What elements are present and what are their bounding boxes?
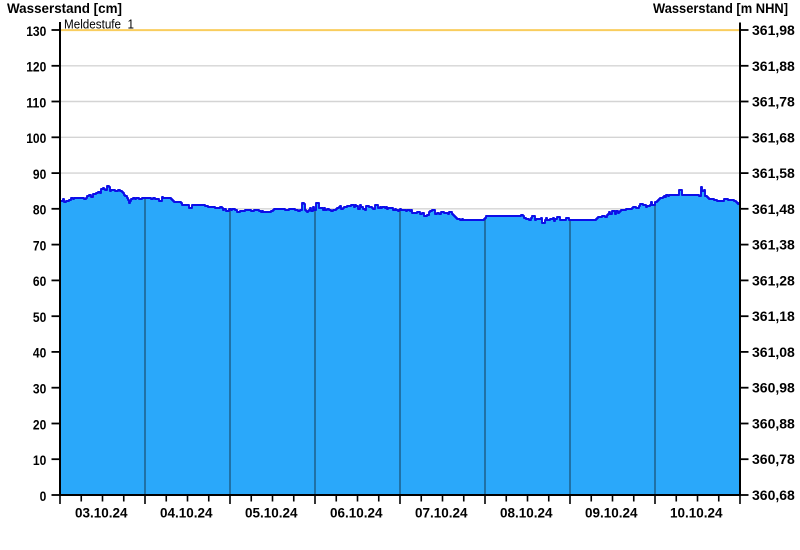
svg-text:90: 90 — [33, 166, 47, 182]
svg-text:0: 0 — [40, 488, 47, 504]
svg-text:361,68: 361,68 — [752, 129, 795, 145]
svg-text:50: 50 — [33, 309, 47, 325]
svg-text:07.10.24: 07.10.24 — [415, 505, 468, 521]
svg-text:360,68: 360,68 — [752, 487, 795, 503]
svg-text:361,38: 361,38 — [752, 237, 795, 253]
svg-text:08.10.24: 08.10.24 — [500, 505, 553, 521]
svg-text:100: 100 — [26, 130, 46, 146]
svg-text:10: 10 — [33, 452, 47, 468]
svg-text:361,28: 361,28 — [752, 272, 795, 288]
svg-text:80: 80 — [33, 202, 47, 218]
svg-text:05.10.24: 05.10.24 — [245, 505, 298, 521]
svg-text:130: 130 — [26, 23, 46, 39]
svg-text:10.10.24: 10.10.24 — [670, 505, 723, 521]
svg-text:361,78: 361,78 — [752, 94, 795, 110]
svg-text:Meldestufe 1: Meldestufe 1 — [64, 17, 134, 32]
svg-text:20: 20 — [33, 416, 47, 432]
svg-text:03.10.24: 03.10.24 — [75, 505, 128, 521]
svg-text:06.10.24: 06.10.24 — [330, 505, 383, 521]
svg-text:Wasserstand [cm]: Wasserstand [cm] — [7, 1, 122, 16]
svg-text:361,58: 361,58 — [752, 165, 795, 181]
svg-text:70: 70 — [33, 237, 47, 253]
svg-text:361,18: 361,18 — [752, 308, 795, 324]
svg-text:40: 40 — [33, 345, 47, 361]
svg-text:60: 60 — [33, 273, 47, 289]
svg-text:361,88: 361,88 — [752, 58, 795, 74]
svg-text:361,08: 361,08 — [752, 344, 795, 360]
svg-text:360,98: 360,98 — [752, 380, 795, 396]
svg-text:120: 120 — [26, 59, 46, 75]
svg-text:361,98: 361,98 — [752, 22, 795, 38]
svg-text:30: 30 — [33, 381, 47, 397]
svg-text:09.10.24: 09.10.24 — [585, 505, 638, 521]
svg-text:Wasserstand [m NHN]: Wasserstand [m NHN] — [653, 1, 788, 16]
svg-text:04.10.24: 04.10.24 — [160, 505, 213, 521]
svg-text:361,48: 361,48 — [752, 201, 795, 217]
svg-text:360,88: 360,88 — [752, 416, 795, 432]
svg-text:110: 110 — [26, 94, 46, 110]
svg-text:360,78: 360,78 — [752, 451, 795, 467]
